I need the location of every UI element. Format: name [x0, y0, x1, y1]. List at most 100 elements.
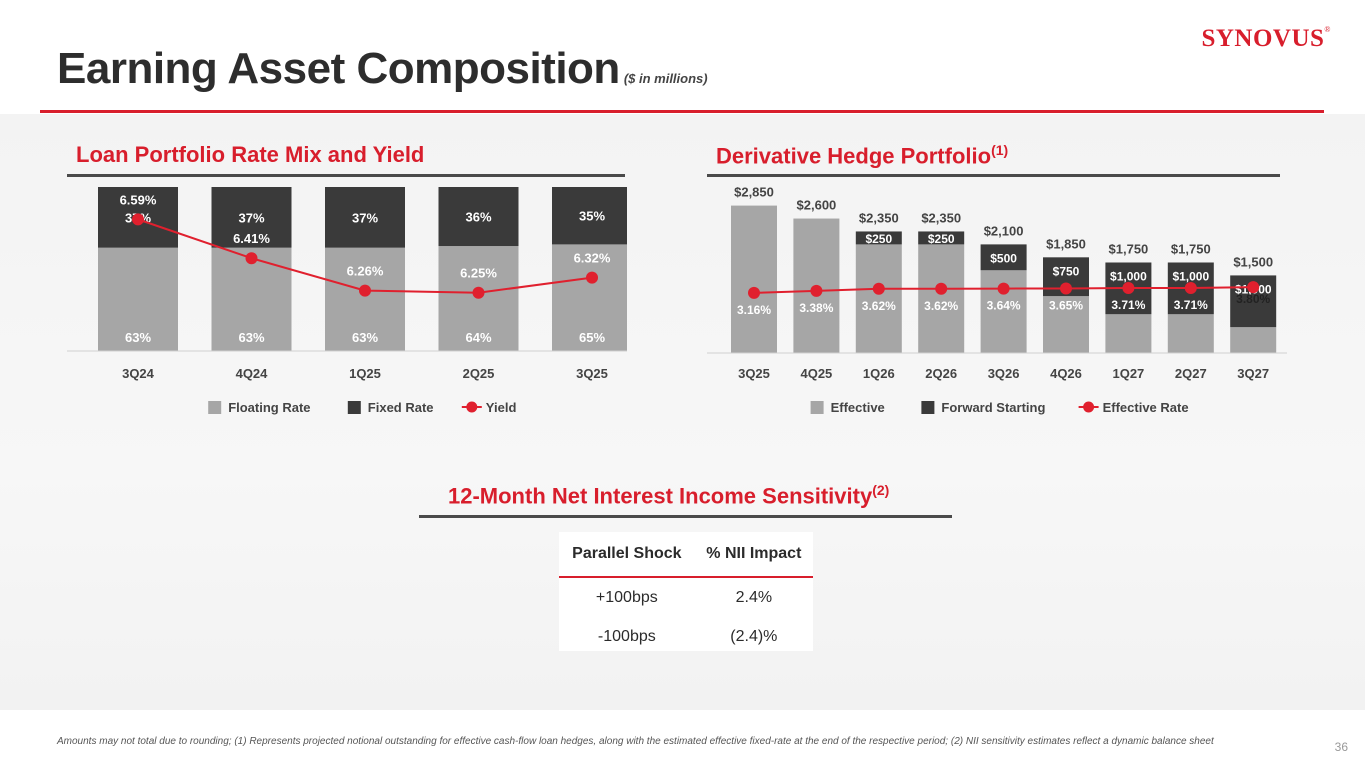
x-tick-label: 2Q27	[1175, 366, 1207, 381]
yield-point	[245, 252, 258, 265]
legend-effective-rate-label: Effective Rate	[1103, 400, 1189, 415]
floating-rate-label: 64%	[465, 330, 491, 345]
effective-rate-point	[935, 282, 948, 295]
forward-starting-label: $250	[928, 232, 955, 246]
legend-effective-label: Effective	[831, 400, 885, 415]
legend-fixed-rate-label: Fixed Rate	[368, 400, 434, 415]
floating-rate-bar	[98, 247, 178, 351]
title-subtitle: ($ in millions)	[623, 71, 708, 86]
title-text: Earning Asset Composition	[57, 44, 620, 93]
yield-label: 6.26%	[347, 264, 384, 279]
nii-sensitivity-rule	[419, 515, 952, 518]
effective-bar	[731, 205, 777, 353]
effective-rate-point	[1184, 281, 1197, 294]
legend-yield-marker	[466, 401, 478, 413]
effective-rate-label: 3.71%	[1174, 298, 1208, 312]
effective-bar	[1167, 314, 1214, 353]
yield-point	[359, 284, 371, 297]
total-label: $2,100	[984, 223, 1024, 238]
loan-portfolio-chart: 63%37%3Q2463%37%4Q2463%37%1Q2564%36%2Q25…	[67, 187, 627, 415]
floating-rate-label: 63%	[352, 330, 378, 345]
x-tick-label: 4Q26	[1050, 366, 1082, 381]
total-label: $1,750	[1109, 241, 1149, 256]
forward-starting-bar	[855, 231, 902, 245]
table-cell: (2.4)%	[730, 627, 778, 645]
legend-effective-swatch	[810, 401, 824, 414]
table-row: -100bps (2.4)%	[559, 617, 813, 656]
effective-rate-label: 3.65%	[1049, 298, 1083, 312]
legend-floating-rate-label: Floating Rate	[228, 400, 310, 415]
fixed-rate-bar	[325, 187, 405, 248]
page-title: Earning Asset Composition ($ in millions)	[57, 44, 708, 94]
total-label: $1,500	[1233, 254, 1273, 269]
fixed-rate-label: 37%	[238, 210, 264, 225]
yield-label: 6.59%	[120, 192, 157, 207]
derivative-hedge-title: Derivative Hedge Portfolio(1)	[716, 142, 1009, 169]
page-number: 36	[1334, 740, 1348, 754]
effective-bar	[918, 244, 965, 353]
table-row: +100bps 2.4%	[559, 577, 813, 617]
x-tick-label: 4Q25	[800, 366, 832, 381]
effective-rate-label: 3.62%	[862, 299, 896, 313]
table-cell: +100bps	[595, 588, 658, 606]
fixed-rate-bar	[552, 187, 627, 245]
x-tick-label: 2Q25	[463, 366, 495, 381]
table-header-nii-impact: % NII Impact	[694, 532, 813, 578]
yield-label: 6.25%	[460, 266, 497, 281]
x-tick-label: 4Q24	[236, 366, 269, 381]
forward-starting-bar	[918, 231, 965, 245]
effective-bar	[1230, 327, 1277, 353]
yield-label: 6.32%	[574, 251, 611, 266]
total-label: $2,350	[921, 210, 961, 225]
effective-rate-label: 3.64%	[987, 299, 1021, 313]
table-cell: -100bps	[597, 627, 656, 645]
effective-rate-point	[1247, 281, 1260, 294]
floating-rate-bar	[552, 244, 627, 351]
legend-forward-starting-swatch	[921, 401, 935, 414]
yield-point	[586, 271, 598, 284]
effective-bar	[855, 244, 902, 353]
fixed-rate-label: 37%	[352, 210, 378, 225]
effective-rate-label: 3.71%	[1111, 298, 1145, 312]
legend-effective-rate-marker	[1083, 401, 1095, 413]
synovus-logo: SYNOVUS®	[1201, 25, 1331, 52]
fixed-rate-label: 35%	[579, 209, 605, 224]
yield-point	[472, 286, 485, 299]
x-tick-label: 1Q27	[1112, 366, 1144, 381]
x-tick-label: 2Q26	[925, 366, 957, 381]
total-label: $2,600	[797, 198, 837, 213]
forward-starting-label: $1,000	[1172, 269, 1209, 283]
table-cell: 2.4%	[735, 588, 773, 606]
effective-rate-point	[1122, 281, 1135, 294]
effective-rate-point	[872, 282, 885, 295]
loan-portfolio-rule	[67, 174, 625, 177]
loan-portfolio-title: Loan Portfolio Rate Mix and Yield	[76, 142, 425, 167]
derivative-hedge-chart: $2,850 3Q25 $2,600 4Q25 $250 $2,350 1Q26 $250 $2…	[707, 185, 1287, 415]
fixed-rate-bar	[438, 187, 519, 247]
legend-floating-rate-swatch	[208, 401, 222, 414]
total-label: $2,850	[734, 185, 774, 200]
floating-rate-bar	[325, 247, 405, 351]
effective-bar	[1105, 314, 1152, 353]
x-tick-label: 3Q24	[122, 366, 155, 381]
effective-rate-label: 3.62%	[924, 299, 958, 313]
x-tick-label: 1Q25	[349, 366, 381, 381]
footnote: Amounts may not total due to rounding; (…	[57, 736, 1214, 747]
effective-rate-label: 3.38%	[799, 301, 833, 315]
nii-sensitivity-table: Parallel Shock % NII Impact +100bps 2.4%…	[559, 532, 813, 651]
legend-yield-label: Yield	[486, 400, 517, 415]
forward-starting-label: $250	[865, 232, 892, 246]
derivative-hedge-rule	[707, 174, 1280, 177]
forward-starting-label: $500	[990, 251, 1017, 265]
floating-rate-label: 65%	[579, 330, 605, 345]
nii-sensitivity-title: 12-Month Net Interest Income Sensitivity…	[448, 482, 890, 509]
effective-rate-label: 3.16%	[737, 303, 771, 317]
total-label: $1,850	[1046, 236, 1086, 251]
floating-rate-label: 63%	[125, 330, 151, 345]
forward-starting-label: $1,000	[1110, 269, 1147, 283]
total-label: $1,750	[1171, 241, 1211, 256]
x-tick-label: 1Q26	[863, 366, 895, 381]
effective-rate-point	[810, 284, 823, 297]
forward-starting-label: $750	[1053, 264, 1080, 278]
title-rule	[40, 110, 1324, 113]
